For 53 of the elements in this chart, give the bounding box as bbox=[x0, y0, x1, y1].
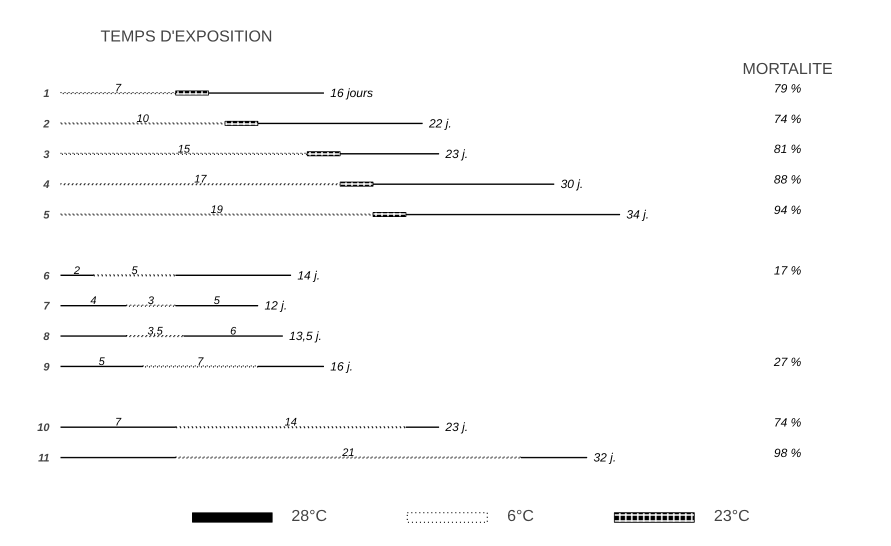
legend-label: 28°C bbox=[291, 508, 328, 526]
y2-tick-label: 88 % bbox=[774, 172, 802, 187]
y2-tick-label: 98 % bbox=[774, 446, 802, 460]
total-label: 16 jours bbox=[330, 86, 373, 100]
legend-label: 23°C bbox=[714, 508, 750, 526]
data-label: 7 bbox=[115, 82, 122, 95]
y2-tick-label: 81 % bbox=[774, 142, 802, 156]
y-tick-label: 4 bbox=[42, 179, 50, 192]
y-tick-label: 9 bbox=[43, 361, 50, 374]
data-label: 3 bbox=[148, 295, 155, 308]
total-label: 32 j. bbox=[593, 450, 616, 465]
legend-label: 6°C bbox=[507, 508, 534, 526]
total-label: 14 j. bbox=[297, 268, 320, 282]
y-tick-label: 2 bbox=[42, 118, 50, 130]
total-label: 13,5 j. bbox=[289, 329, 322, 344]
y-tick-label: 1 bbox=[43, 88, 50, 100]
total-label: 16 j. bbox=[330, 359, 353, 374]
y-tick-label: 10 bbox=[37, 422, 50, 434]
data-label: 14 bbox=[284, 416, 297, 429]
data-label: 3,5 bbox=[147, 326, 164, 338]
y2-tick-label: 79 % bbox=[774, 81, 802, 96]
total-label: 23 j. bbox=[444, 420, 468, 434]
data-label: 7 bbox=[115, 416, 122, 429]
data-label: 21 bbox=[341, 447, 355, 460]
total-label: 30 j. bbox=[560, 177, 584, 192]
data-label: 5 bbox=[131, 264, 138, 277]
total-label: 12 j. bbox=[264, 298, 288, 313]
data-label: 5 bbox=[98, 356, 106, 368]
data-label: 7 bbox=[197, 356, 204, 368]
total-label: 22 j. bbox=[428, 116, 452, 130]
y-tick-label: 11 bbox=[38, 452, 50, 465]
data-label: 17 bbox=[194, 174, 208, 186]
chart-title: TEMPS D'EXPOSITION bbox=[100, 28, 272, 46]
total-label: 34 j. bbox=[626, 208, 650, 222]
text: MORTALITE bbox=[742, 60, 833, 78]
total-label: 23 j. bbox=[444, 146, 468, 161]
y-tick-label: 7 bbox=[43, 300, 50, 313]
y2-tick-label: 27 % bbox=[772, 354, 802, 369]
y2-tick-label: 74 % bbox=[774, 416, 802, 430]
y2-tick-label: 74 % bbox=[774, 112, 802, 126]
y-tick-label: 3 bbox=[43, 148, 50, 161]
y-tick-label: 8 bbox=[43, 331, 50, 344]
data-label: 10 bbox=[136, 112, 150, 125]
data-label: 19 bbox=[210, 204, 223, 216]
data-label: 4 bbox=[90, 295, 96, 308]
y2-tick-label: 17 % bbox=[774, 264, 802, 278]
data-label: 15 bbox=[178, 143, 191, 156]
y-tick-label: 5 bbox=[43, 210, 50, 222]
y2-tick-label: 94 % bbox=[774, 202, 802, 217]
data-label: 2 bbox=[72, 264, 80, 277]
data-label: 5 bbox=[214, 295, 221, 308]
data-label: 6 bbox=[230, 326, 238, 338]
y-tick-label: 6 bbox=[43, 270, 50, 282]
